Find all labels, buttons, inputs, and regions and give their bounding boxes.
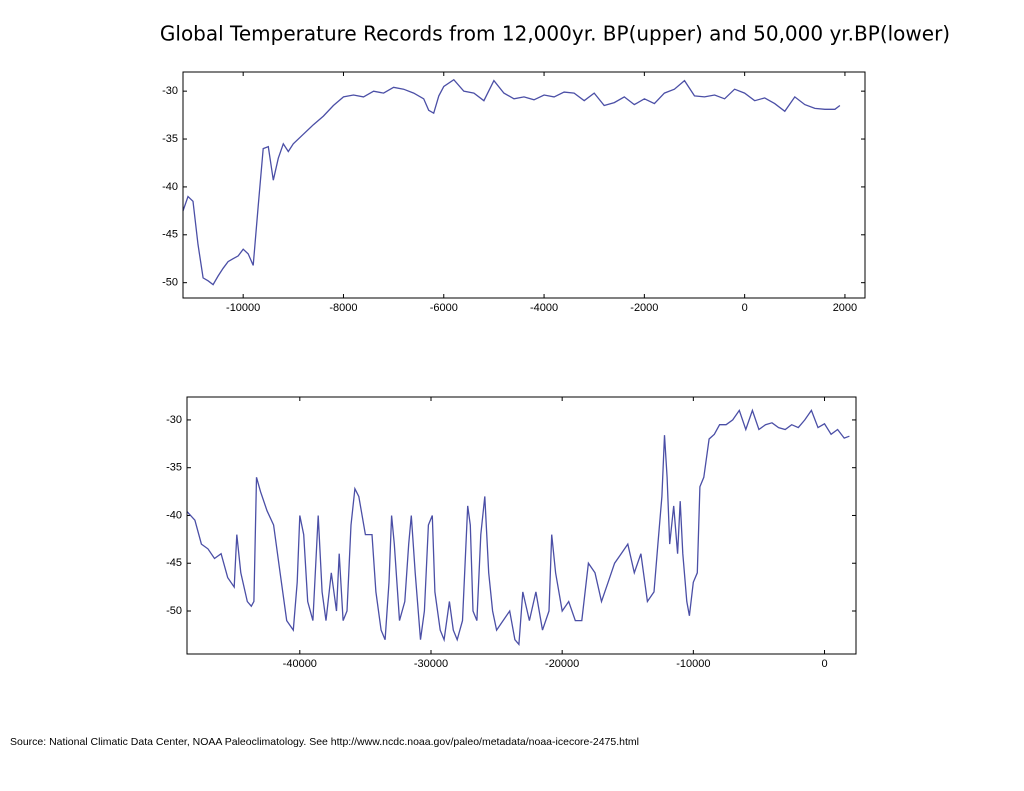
y-tick-label: -50 <box>166 605 182 617</box>
temperature-line <box>182 78 841 286</box>
plot-frame <box>182 71 866 299</box>
y-tick-label: -40 <box>162 181 178 193</box>
x-tick-label: -4000 <box>530 302 558 314</box>
temperature-line <box>186 408 850 647</box>
y-tick-label: -35 <box>166 462 182 474</box>
y-tick-label: -30 <box>162 85 178 97</box>
x-tick-label: -6000 <box>430 302 458 314</box>
x-tick-label: -40000 <box>283 658 317 670</box>
y-tick-label: -45 <box>166 557 182 569</box>
x-tick-label: -10000 <box>676 658 710 670</box>
y-tick-label: -30 <box>166 414 182 426</box>
x-tick-label: 0 <box>821 658 827 670</box>
y-tick-label: -50 <box>162 277 178 289</box>
plot-frame <box>186 396 857 655</box>
y-tick-label: -45 <box>162 229 178 241</box>
source-note: Source: National Climatic Data Center, N… <box>10 736 639 748</box>
slide-title: Global Temperature Records from 12,000yr… <box>160 22 950 46</box>
x-tick-label: -30000 <box>414 658 448 670</box>
y-tick-label: -35 <box>162 133 178 145</box>
x-tick-label: 2000 <box>833 302 857 314</box>
x-tick-label: -20000 <box>545 658 579 670</box>
x-tick-label: -8000 <box>329 302 357 314</box>
x-tick-label: 0 <box>742 302 748 314</box>
x-tick-label: -10000 <box>226 302 260 314</box>
y-tick-label: -40 <box>166 509 182 521</box>
x-tick-label: -2000 <box>630 302 658 314</box>
